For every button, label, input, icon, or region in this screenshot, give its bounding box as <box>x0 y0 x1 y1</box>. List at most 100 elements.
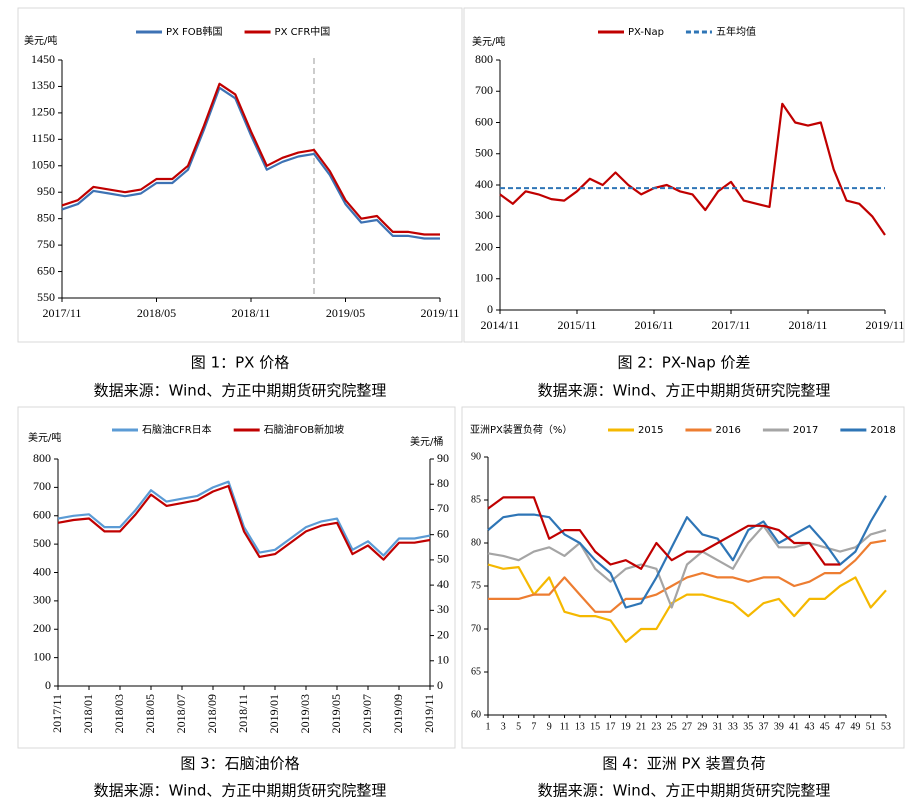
legend-label: PX FOB韩国 <box>166 25 223 38</box>
y-tick-label: 75 <box>471 580 481 591</box>
x-tick-label: 7 <box>531 721 536 732</box>
y-tick-label: 0 <box>487 302 493 316</box>
panel <box>17 7 463 343</box>
x-tick-label: 5 <box>516 721 521 732</box>
x-tick-label: 2018/11 <box>232 306 271 320</box>
y-tick-label: 90 <box>471 451 481 462</box>
x-tick-label: 2014/11 <box>481 318 520 332</box>
x-tick-label: 2018/05 <box>137 306 176 320</box>
x-tick-label: 33 <box>728 721 738 732</box>
legend-label: 2017 <box>793 425 818 436</box>
y-tick-label: 80 <box>471 537 481 548</box>
legend-label: PX-Nap <box>628 27 664 38</box>
y2-axis-label: 美元/桶 <box>410 435 443 448</box>
x-tick-label: 9 <box>547 721 552 732</box>
y-tick-label: 700 <box>475 83 493 97</box>
y-tick-label: 0 <box>45 678 51 692</box>
y-tick-label: 650 <box>37 263 55 277</box>
y-tick-label: 1350 <box>31 78 55 92</box>
y-tick-label: 200 <box>475 239 493 253</box>
series-line <box>61 82 440 236</box>
caption: 图 1：PX 价格 <box>191 354 289 372</box>
source: 数据来源：Wind、方正中期期货研究院整理 <box>538 782 831 800</box>
x-tick-label: 29 <box>697 721 707 732</box>
y2-tick-label: 90 <box>437 451 449 465</box>
legend-label: PX CFR中国 <box>275 25 331 38</box>
legend-label: 2016 <box>715 425 740 436</box>
x-tick-label: 2019/09 <box>391 694 405 733</box>
x-tick-label: 27 <box>682 721 692 732</box>
x-tick-label: 45 <box>820 721 830 732</box>
x-tick-label: 2019/07 <box>360 694 374 733</box>
y-axis-label: 美元/吨 <box>472 35 505 48</box>
y-tick-label: 1150 <box>31 131 55 145</box>
y-tick-label: 65 <box>471 666 481 677</box>
legend-label: 2015 <box>638 425 663 436</box>
x-tick-label: 2019/03 <box>298 694 312 733</box>
y-axis-label: 美元/吨 <box>28 431 61 444</box>
x-tick-label: 2018/01 <box>81 694 95 733</box>
y2-tick-label: 0 <box>437 678 443 692</box>
y-tick-label: 60 <box>471 709 481 720</box>
x-tick-label: 53 <box>881 721 891 732</box>
x-tick-label: 23 <box>651 721 661 732</box>
y-tick-label: 800 <box>33 451 51 465</box>
x-tick-label: 2019/11 <box>422 694 436 733</box>
x-tick-label: 2018/05 <box>143 694 157 733</box>
series-line <box>487 563 887 643</box>
legend-label: 五年均值 <box>716 25 756 38</box>
y-tick-label: 100 <box>33 649 51 663</box>
x-tick-label: 2016/11 <box>635 318 674 332</box>
y2-tick-label: 10 <box>437 653 449 667</box>
panel <box>17 406 456 749</box>
y-tick-label: 700 <box>33 479 51 493</box>
x-tick-label: 13 <box>575 721 585 732</box>
x-tick-label: 39 <box>774 721 784 732</box>
y-tick-label: 300 <box>33 593 51 607</box>
x-tick-label: 2018/09 <box>205 694 219 733</box>
y2-tick-label: 50 <box>437 552 449 566</box>
x-tick-label: 2018/03 <box>112 694 126 733</box>
y2-tick-label: 40 <box>437 577 449 591</box>
legend-label: 石脑油FOB新加坡 <box>264 423 344 436</box>
source: 数据来源：Wind、方正中期期货研究院整理 <box>94 382 387 400</box>
y-tick-label: 500 <box>33 536 51 550</box>
y2-tick-label: 60 <box>437 526 449 540</box>
y-tick-label: 1050 <box>31 158 55 172</box>
legend-label: 石脑油CFR日本 <box>142 423 212 436</box>
series-line <box>61 86 440 240</box>
x-tick-label: 1 <box>486 721 491 732</box>
x-tick-label: 31 <box>713 721 723 732</box>
x-tick-label: 2017/11 <box>712 318 751 332</box>
panel <box>463 7 905 343</box>
x-tick-label: 35 <box>743 721 753 732</box>
y2-tick-label: 80 <box>437 476 449 490</box>
y-tick-label: 850 <box>37 210 55 224</box>
y2-tick-label: 30 <box>437 602 449 616</box>
x-tick-label: 51 <box>866 721 876 732</box>
series-line <box>487 496 841 570</box>
y-tick-label: 550 <box>37 290 55 304</box>
y-tick-label: 950 <box>37 184 55 198</box>
x-tick-label: 47 <box>835 721 845 732</box>
y-tick-label: 85 <box>471 494 481 505</box>
y-tick-label: 400 <box>33 564 51 578</box>
x-tick-label: 37 <box>759 721 769 732</box>
x-tick-label: 21 <box>636 721 646 732</box>
x-tick-label: 2019/01 <box>267 694 281 733</box>
y2-tick-label: 70 <box>437 501 449 515</box>
y2-tick-label: 20 <box>437 627 449 641</box>
y-tick-label: 1250 <box>31 105 55 119</box>
y-tick-label: 750 <box>37 237 55 251</box>
y-tick-label: 600 <box>33 508 51 522</box>
caption: 图 2：PX-Nap 价差 <box>617 354 750 372</box>
source: 数据来源：Wind、方正中期期货研究院整理 <box>94 782 387 800</box>
x-tick-label: 2018/07 <box>174 694 188 733</box>
x-tick-label: 11 <box>560 721 570 732</box>
x-tick-label: 49 <box>850 721 860 732</box>
x-tick-label: 2019/11 <box>421 306 460 320</box>
series-line <box>57 480 431 557</box>
y-tick-label: 400 <box>475 177 493 191</box>
caption: 图 4：亚洲 PX 装置负荷 <box>602 755 765 773</box>
y-axis-label: 亚洲PX装置负荷（%） <box>470 423 572 436</box>
